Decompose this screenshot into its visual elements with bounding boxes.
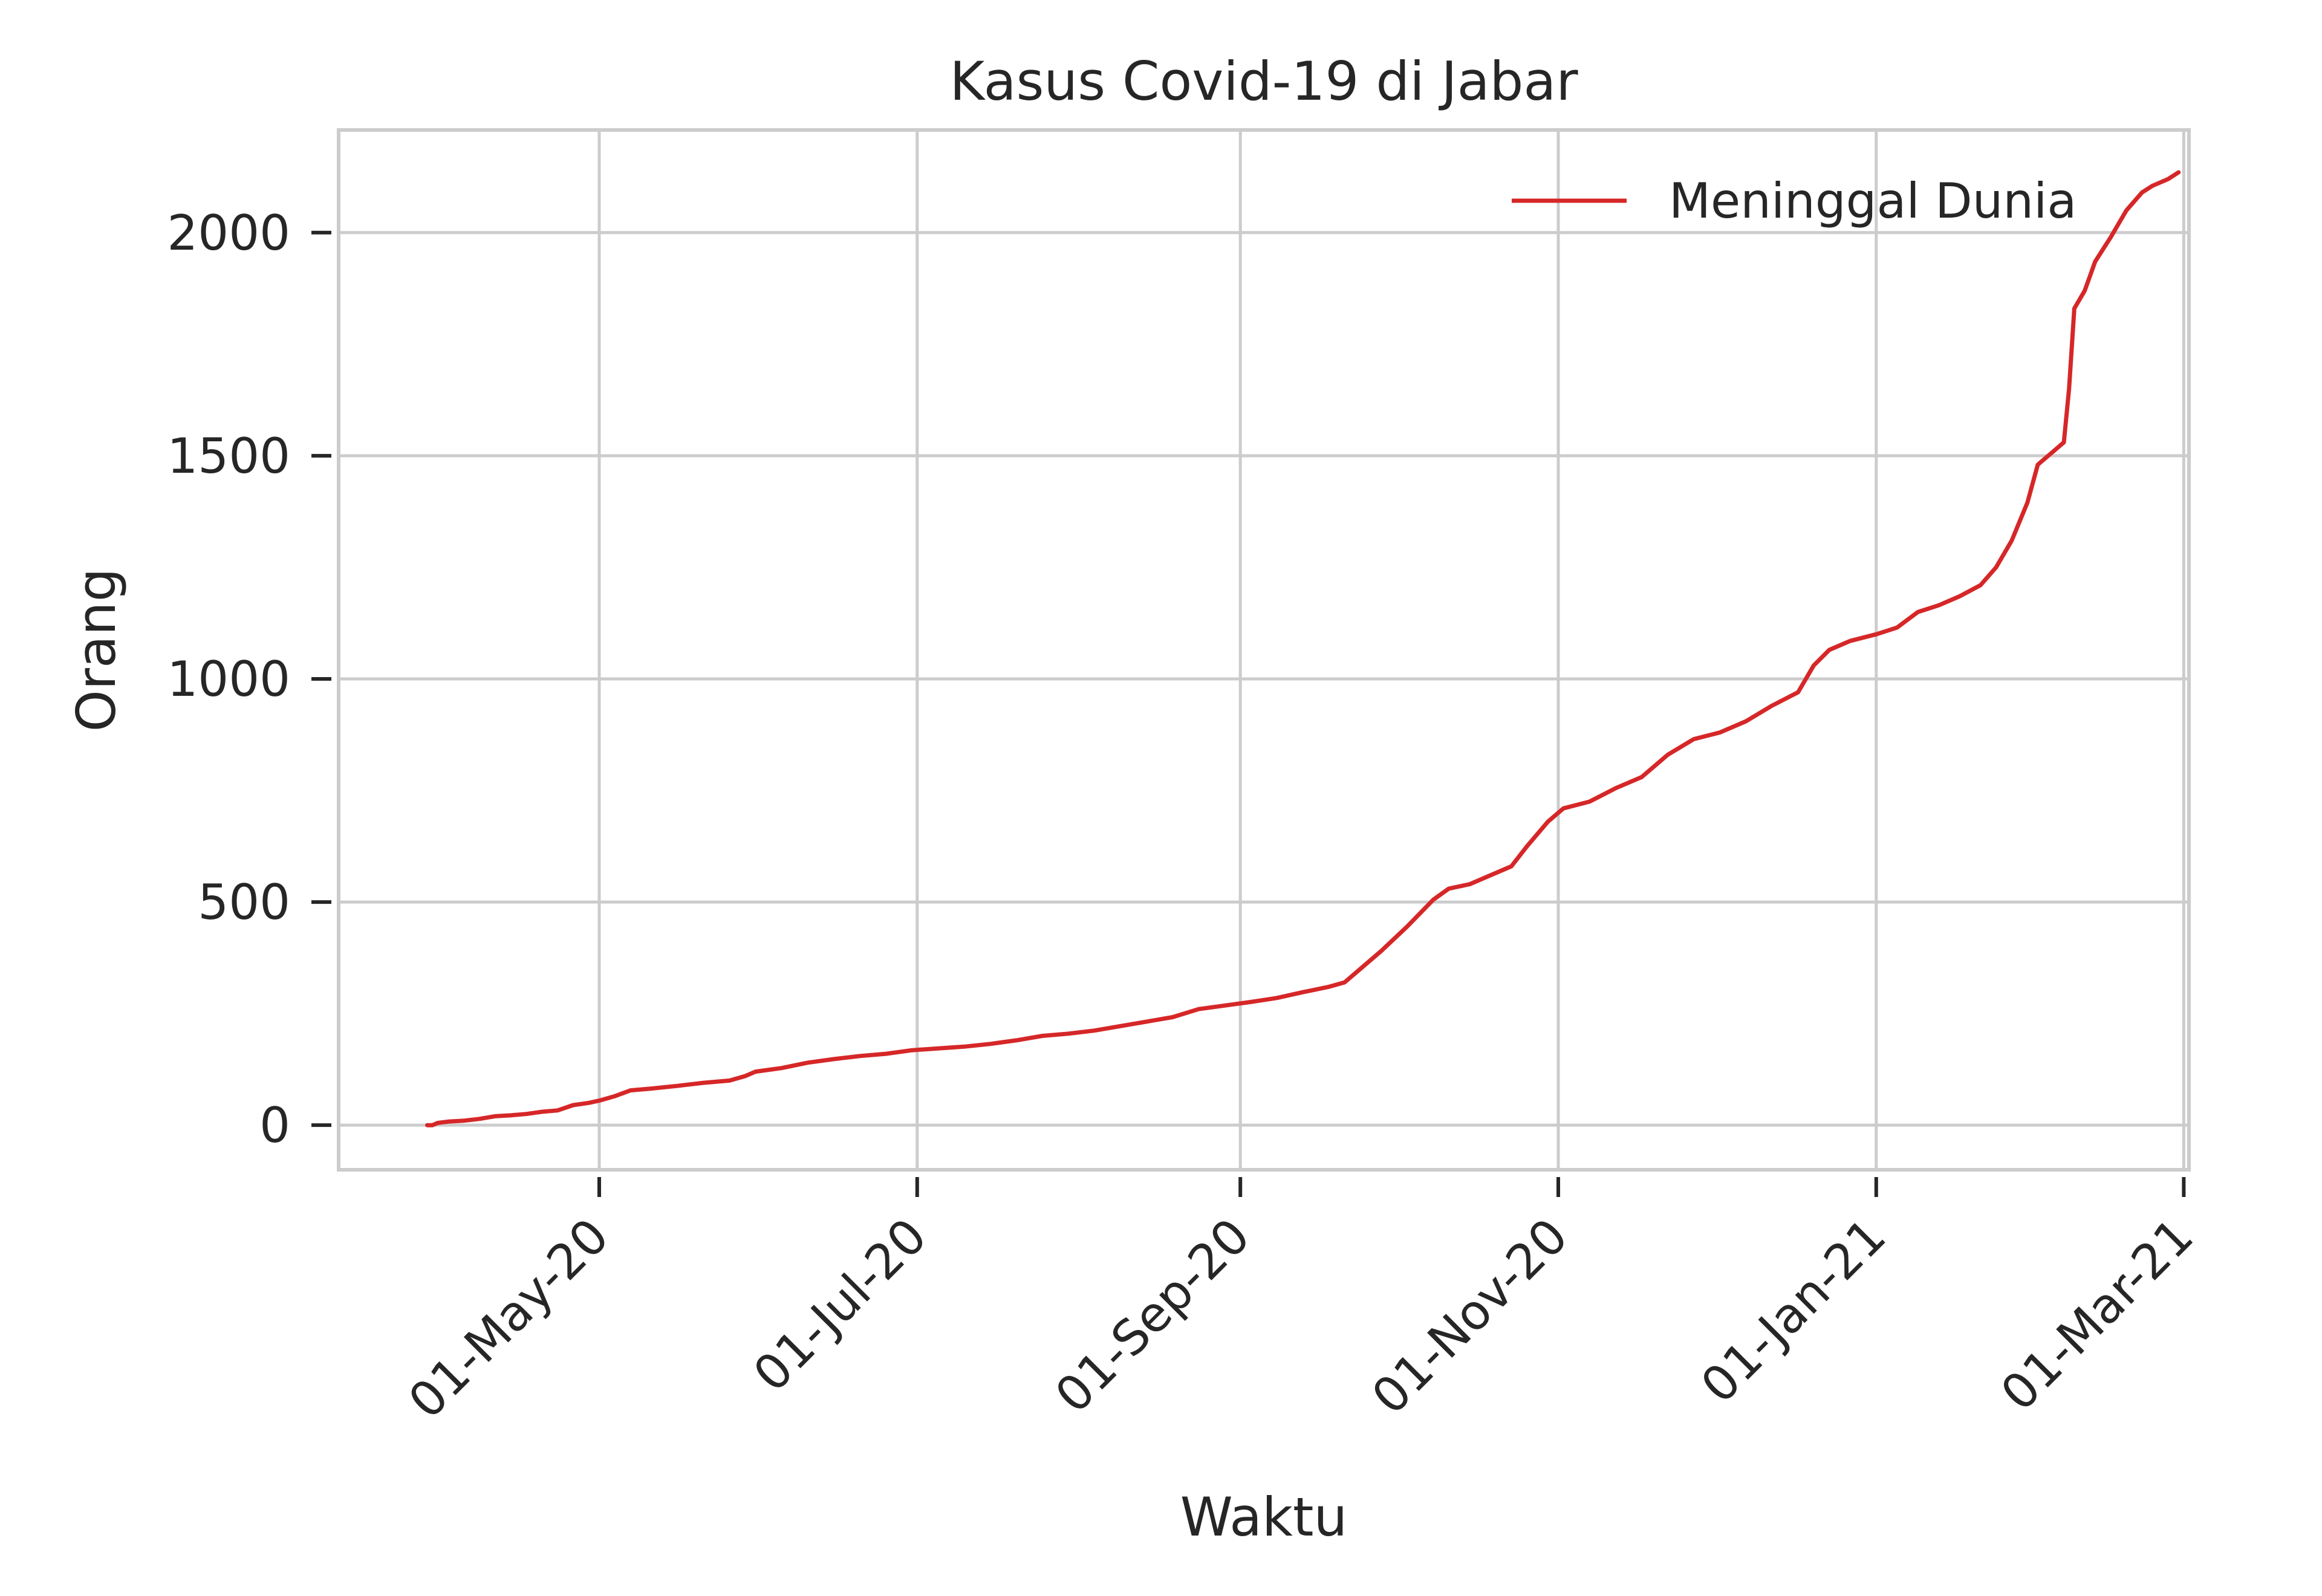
series-layer [425,170,2181,1127]
legend-label-meninggal-dunia: Meninggal Dunia [1669,173,2076,229]
y-tick-label: 1000 [167,651,290,707]
y-axis-label: Orang [65,568,128,731]
series-line-meninggal-dunia [425,170,2181,1127]
x-axis-label: Waktu [1180,1486,1348,1548]
y-tick-label: 2000 [167,205,290,261]
legend: Meninggal Dunia [1512,173,2076,229]
y-tick-label: 0 [259,1097,290,1153]
chart-title: Kasus Covid-19 di Jabar [949,50,1578,112]
y-tick-label: 500 [198,874,290,930]
axes-frame [337,128,2191,1172]
y-tick-label: 1500 [167,428,290,484]
grid [339,130,2189,1170]
